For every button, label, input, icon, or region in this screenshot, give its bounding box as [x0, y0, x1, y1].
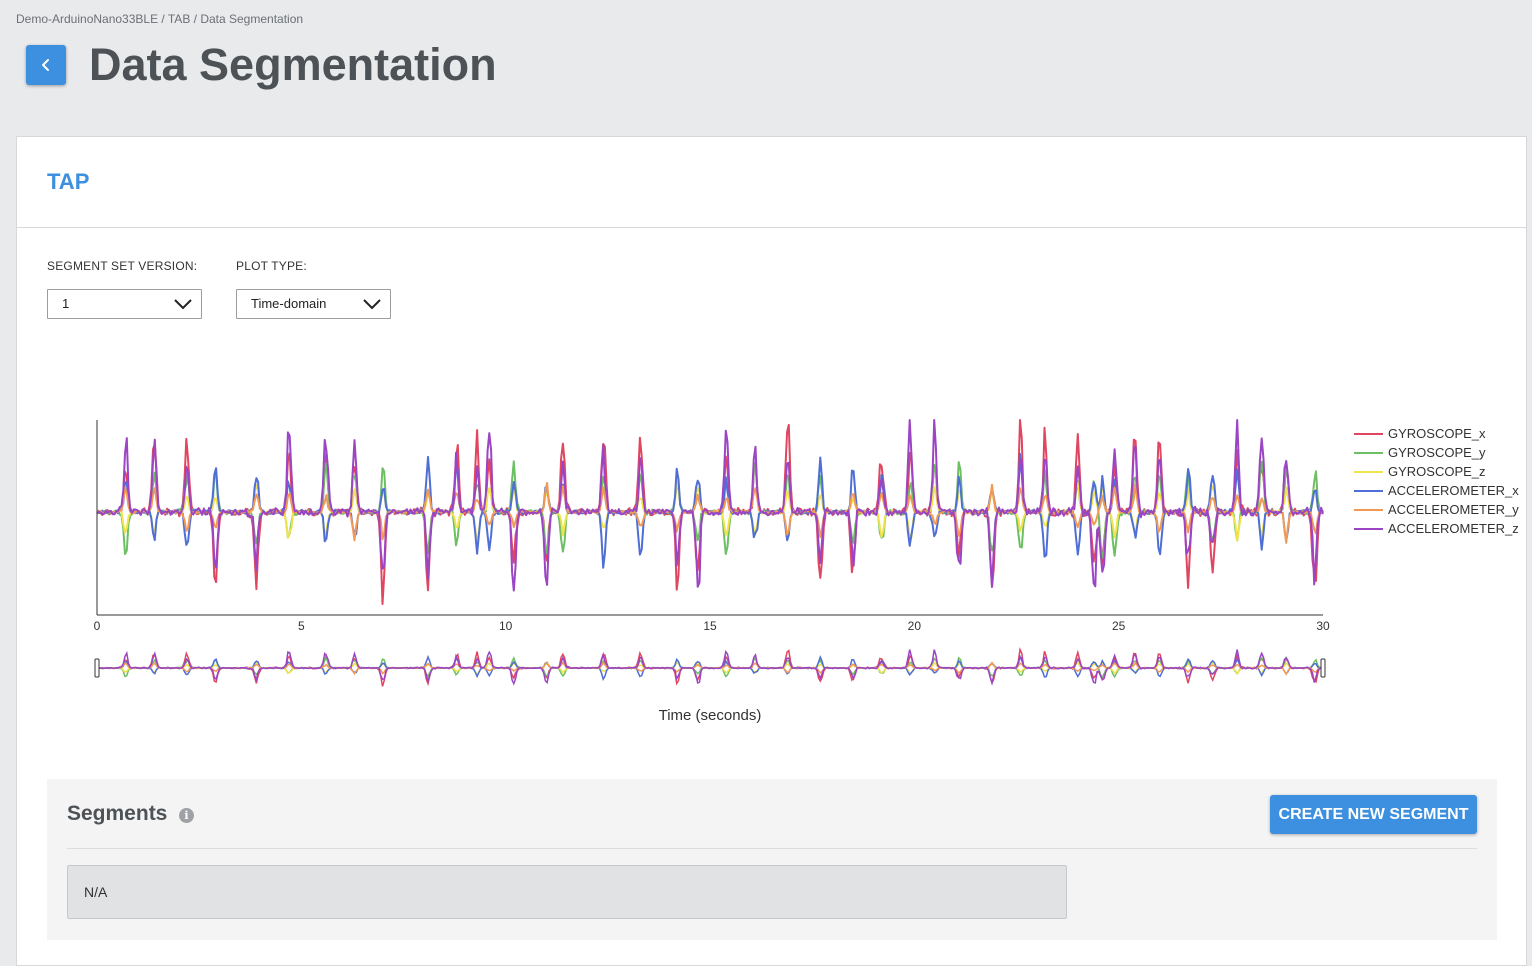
- segments-divider: [67, 848, 1477, 849]
- range-handle[interactable]: [94, 658, 100, 678]
- segment-set-version-label: SEGMENT SET VERSION:: [47, 259, 198, 273]
- x-tick-label: 15: [703, 619, 717, 633]
- x-tick-labels: 0 5 10 15 20 25 30: [94, 619, 1330, 633]
- legend-label: GYROSCOPE_z: [1388, 464, 1486, 479]
- segments-empty-value: N/A: [84, 884, 108, 900]
- segment-set-version-select[interactable]: 1: [47, 289, 202, 319]
- main-plot-lines: [96, 419, 1324, 605]
- segments-title: Segments: [67, 802, 168, 825]
- segments-list: N/A: [67, 865, 1067, 919]
- card-header: TAP: [17, 137, 1526, 228]
- chevron-down-icon: [363, 299, 381, 310]
- legend-label: ACCELEROMETER_x: [1388, 483, 1519, 498]
- segmentation-card: TAP SEGMENT SET VERSION: 1 PLOT TYPE: Ti…: [16, 136, 1527, 966]
- label-title: TAP: [47, 169, 90, 194]
- x-tick-label: 25: [1112, 619, 1126, 633]
- x-tick-label: 20: [908, 619, 922, 633]
- back-button[interactable]: [26, 45, 66, 85]
- plot-type-label: PLOT TYPE:: [236, 259, 307, 273]
- x-tick-label: 5: [298, 619, 305, 633]
- breadcrumb: Demo-ArduinoNano33BLE / TAB / Data Segme…: [16, 12, 304, 26]
- legend-label: GYROSCOPE_x: [1388, 426, 1486, 441]
- chevron-left-icon: [42, 59, 49, 71]
- plot-type-select[interactable]: Time-domain: [236, 289, 391, 319]
- segment-set-version-value: 1: [62, 296, 70, 311]
- x-tick-label: 10: [499, 619, 513, 633]
- chevron-down-icon: [174, 299, 192, 310]
- x-axis-label: Time (seconds): [659, 707, 762, 724]
- legend-label: ACCELEROMETER_y: [1388, 502, 1519, 517]
- create-new-segment-button[interactable]: CREATE NEW SEGMENT: [1270, 795, 1477, 834]
- chart-legend: GYROSCOPE_x GYROSCOPE_y GYROSCOPE_z ACCELER…: [1354, 426, 1519, 536]
- legend-label: ACCELEROMETER_z: [1388, 521, 1519, 536]
- x-tick-label: 0: [94, 619, 101, 633]
- info-icon[interactable]: i: [179, 808, 194, 823]
- range-navigator-lines: [96, 647, 1324, 687]
- navigator-series-line: [96, 649, 1324, 686]
- range-handle[interactable]: [1320, 658, 1326, 678]
- legend-label: GYROSCOPE_y: [1388, 445, 1486, 460]
- series-line: [96, 419, 1324, 592]
- page-title: Data Segmentation: [89, 39, 497, 90]
- sensor-chart[interactable]: 0 5 10 15 20 25 30 Time (seconds) GYROSCOPE_xG…: [17, 137, 1528, 757]
- plot-type-value: Time-domain: [251, 296, 327, 311]
- segments-panel: Segments i CREATE NEW SEGMENT N/A: [47, 779, 1497, 940]
- range-navigator-handles[interactable]: [94, 658, 1326, 678]
- x-tick-label: 30: [1316, 619, 1330, 633]
